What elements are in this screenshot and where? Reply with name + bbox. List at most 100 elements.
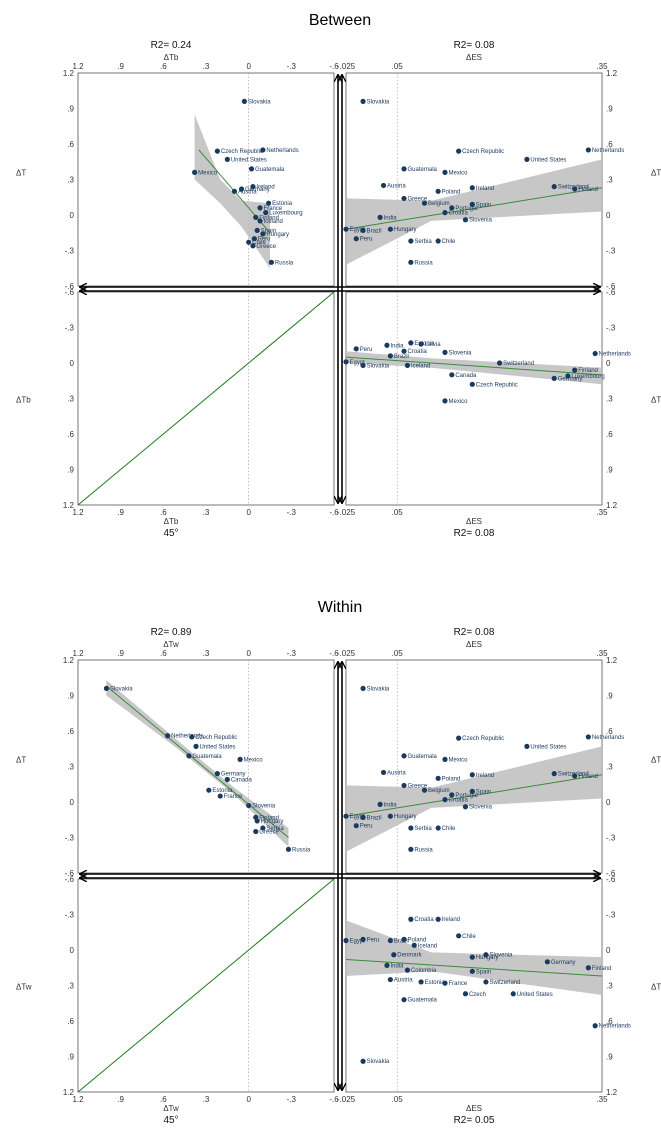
top-right-point: [421, 787, 428, 793]
bottom-right-point-label: Croatia: [408, 349, 428, 355]
block-title: Within: [318, 599, 362, 616]
bottom-right-point-label: Guatemala: [408, 998, 438, 1004]
top-right-point: [408, 825, 414, 831]
top-left-point: [246, 239, 252, 245]
bottom-right-point: [391, 952, 397, 958]
top-left-point: [254, 227, 260, 233]
bottom-right-point: [449, 372, 455, 378]
top-right-point-label: Peru: [360, 824, 373, 830]
bottom-right-point: [565, 373, 571, 379]
top-right-point: [377, 801, 383, 807]
axis-label-bottom-left: ΔTw: [163, 1104, 179, 1113]
top-right-point-label: United States: [530, 744, 566, 750]
top-left-point-label: Chile: [252, 240, 266, 246]
top-right-point-label: Brazil: [367, 815, 382, 821]
tick-label-x: .6: [160, 62, 167, 71]
top-left-point-label: France: [264, 206, 283, 212]
bottom-right-point: [435, 916, 441, 922]
bottom-right-point-label: Chile: [462, 934, 476, 940]
top-right-point: [551, 771, 557, 777]
top-right-point: [380, 769, 387, 776]
bottom-right-point: [343, 359, 349, 365]
top-left-point: [192, 169, 198, 175]
top-right-point-label: Mexico: [448, 170, 468, 176]
tick-label-x: .05: [392, 508, 404, 517]
top-right-point-label: Spain: [476, 789, 491, 795]
top-right-point: [377, 214, 383, 220]
top-right-point-label: Mexico: [448, 757, 468, 763]
top-left-point: [193, 743, 199, 749]
axis-label-bottom-left: ΔTb: [164, 517, 179, 526]
top-left-point-label: Finland: [259, 815, 279, 821]
frame-bottom-right: [345, 291, 603, 506]
bottom-right-point-label: United States: [517, 992, 553, 998]
top-right-point-label: Finland: [578, 774, 598, 780]
top-right-point-label: Egypt: [350, 814, 366, 820]
bottom-right-point-label: Poland: [408, 937, 427, 943]
top-right-point-label: Netherlands: [592, 735, 624, 741]
top-left-point-label: Mexico: [244, 757, 264, 763]
r2-top-right: R2= 0.08: [454, 40, 495, 51]
bottom-right-point-label: Czech Republic: [476, 382, 518, 388]
tick-label-y: .6: [606, 727, 613, 736]
tick-label-y: .6: [606, 1017, 613, 1026]
tick-label-y: -.3: [606, 834, 616, 843]
tick-label-y: -.6: [606, 282, 616, 291]
top-left-point: [237, 756, 243, 763]
tick-label-x: -.6: [329, 1095, 339, 1104]
bottom-right-point: [418, 341, 424, 347]
top-right-point-label: Brazil: [367, 228, 382, 234]
bottom-right-point: [418, 979, 424, 985]
top-left-point: [238, 186, 245, 192]
top-right-point-label: Egypt: [350, 227, 366, 233]
top-right-point-label: Peru: [360, 237, 373, 243]
top-left-point-label: Guatemala: [255, 167, 285, 173]
top-right-point-label: Slovakia: [367, 686, 390, 692]
top-left-point: [103, 685, 110, 692]
bottom-right-point-label: Iceland: [411, 363, 430, 369]
bottom-right-point-label: Brazil: [394, 354, 409, 360]
tick-label-y: -.6: [65, 282, 75, 291]
tick-label-y: -.3: [65, 834, 75, 843]
bottom-right-point-label: France: [448, 981, 467, 987]
bottom-right-point: [384, 962, 390, 968]
tick-label-y: 0: [606, 211, 611, 220]
top-left-point: [250, 184, 256, 190]
tick-label-x: .6: [160, 1095, 167, 1104]
top-left-point-label: Netherlands: [266, 148, 298, 154]
top-left-point-label: Canada: [231, 778, 253, 784]
top-right-point-label: India: [384, 215, 398, 221]
top-left-point-label: Slovakia: [248, 99, 271, 105]
tick-label-y: -.6: [606, 875, 616, 884]
top-left-point: [246, 802, 252, 809]
top-right-point: [435, 825, 441, 831]
top-right-point: [360, 227, 366, 233]
bottom-right-point: [408, 916, 414, 922]
top-left-point-label: Austria: [238, 189, 257, 195]
tick-label-x: -.3: [287, 508, 297, 517]
top-right-point: [380, 182, 387, 189]
top-right-point-label: Guatemala: [408, 167, 438, 173]
bottom-right-point: [404, 362, 411, 368]
bottom-right-point-label: Switzerland: [489, 980, 520, 986]
top-left-point: [217, 793, 223, 799]
top-right-point: [442, 797, 448, 803]
top-left-point: [224, 776, 230, 783]
top-right-point-label: Spain: [476, 202, 491, 208]
tick-label-x: .35: [596, 649, 608, 658]
bottom-right-point: [401, 936, 407, 942]
tick-label-x: -.025: [337, 62, 356, 71]
bottom-right-point-label: Peru: [367, 937, 380, 943]
bottom-right-point: [483, 979, 489, 985]
top-right-point-label: Belgium: [428, 788, 450, 794]
bottom-right-point-label: Denmark: [397, 953, 422, 959]
tick-label-y: .9: [67, 105, 74, 114]
bottom-right-point: [469, 968, 475, 974]
tick-label-y: .3: [67, 395, 74, 404]
tick-label-x: .3: [203, 508, 210, 517]
tick-label-x: .3: [203, 649, 210, 658]
bottom-right-point-label: Estonia: [425, 980, 446, 986]
bottom-right-point: [592, 1023, 598, 1029]
bottom-right-point: [442, 398, 448, 404]
